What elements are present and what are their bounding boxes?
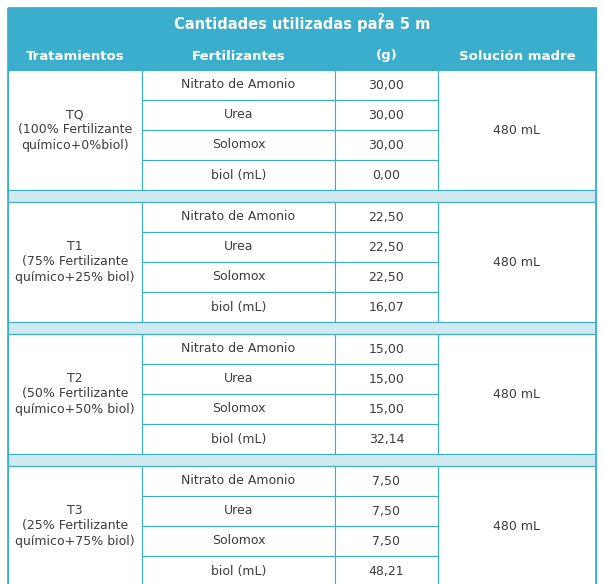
Text: Solomox: Solomox	[212, 402, 265, 415]
Text: 22,50: 22,50	[368, 270, 404, 283]
Bar	[142, 202, 335, 232]
Text: T1
(75% Fertilizante
químico+25% biol): T1 (75% Fertilizante químico+25% biol)	[15, 241, 135, 283]
Bar	[335, 496, 438, 526]
Bar	[8, 334, 142, 454]
Text: biol (mL): biol (mL)	[211, 169, 266, 182]
Text: Nitrato de Amonio: Nitrato de Amonio	[181, 474, 295, 488]
Text: 7,50: 7,50	[373, 505, 400, 517]
Text: (g): (g)	[376, 50, 397, 62]
Bar	[142, 364, 335, 394]
Bar	[142, 334, 335, 364]
Bar	[438, 202, 596, 322]
Bar	[335, 100, 438, 130]
Bar	[8, 190, 596, 202]
Text: biol (mL): biol (mL)	[211, 565, 266, 578]
Text: Urea: Urea	[223, 373, 253, 385]
Bar	[335, 202, 438, 232]
Bar	[142, 556, 335, 584]
Bar	[142, 100, 335, 130]
Bar	[335, 556, 438, 584]
Bar	[8, 70, 142, 190]
Bar	[8, 202, 142, 322]
Bar	[8, 454, 596, 466]
Text: biol (mL): biol (mL)	[211, 301, 266, 314]
Bar	[142, 232, 335, 262]
Text: Solomox: Solomox	[212, 270, 265, 283]
Text: 30,00: 30,00	[368, 109, 404, 121]
Bar	[142, 262, 335, 292]
Text: biol (mL): biol (mL)	[211, 433, 266, 446]
Bar	[142, 394, 335, 424]
Bar	[142, 496, 335, 526]
Bar	[438, 70, 596, 190]
Bar	[335, 160, 438, 190]
Bar	[335, 232, 438, 262]
Text: 7,50: 7,50	[373, 534, 400, 548]
Bar	[142, 526, 335, 556]
Text: 7,50: 7,50	[373, 474, 400, 488]
Bar	[8, 8, 596, 42]
Text: Urea: Urea	[223, 241, 253, 253]
Text: 22,50: 22,50	[368, 241, 404, 253]
Bar	[335, 130, 438, 160]
Bar	[335, 262, 438, 292]
Bar	[335, 334, 438, 364]
Text: Urea: Urea	[223, 109, 253, 121]
Text: 0,00: 0,00	[373, 169, 400, 182]
Bar	[142, 292, 335, 322]
Bar	[8, 466, 142, 584]
Text: 48,21: 48,21	[368, 565, 404, 578]
Text: Fertilizantes: Fertilizantes	[191, 50, 285, 62]
Bar	[8, 42, 142, 70]
Text: 480 mL: 480 mL	[493, 388, 541, 401]
Text: 15,00: 15,00	[368, 402, 404, 415]
Text: Nitrato de Amonio: Nitrato de Amonio	[181, 210, 295, 224]
Bar	[438, 334, 596, 454]
Bar	[8, 322, 596, 334]
Text: 22,50: 22,50	[368, 210, 404, 224]
Text: 2: 2	[378, 13, 384, 23]
Text: TQ
(100% Fertilizante
químico+0%biol): TQ (100% Fertilizante químico+0%biol)	[18, 109, 132, 151]
Text: 15,00: 15,00	[368, 373, 404, 385]
Text: Solomox: Solomox	[212, 534, 265, 548]
Text: 480 mL: 480 mL	[493, 520, 541, 533]
Bar	[438, 42, 596, 70]
Bar	[142, 70, 335, 100]
Text: 15,00: 15,00	[368, 342, 404, 356]
Bar	[335, 424, 438, 454]
Text: 480 mL: 480 mL	[493, 256, 541, 269]
Bar	[142, 466, 335, 496]
Text: Cantidades utilizadas para 5 m: Cantidades utilizadas para 5 m	[174, 18, 430, 33]
Bar	[142, 130, 335, 160]
Text: Urea: Urea	[223, 505, 253, 517]
Text: Solución madre: Solución madre	[458, 50, 575, 62]
Text: T2
(50% Fertilizante
químico+50% biol): T2 (50% Fertilizante químico+50% biol)	[15, 373, 135, 415]
Bar	[335, 70, 438, 100]
Text: Nitrato de Amonio: Nitrato de Amonio	[181, 342, 295, 356]
Bar	[335, 466, 438, 496]
Text: 16,07: 16,07	[368, 301, 404, 314]
Bar	[438, 466, 596, 584]
Text: Tratamientos: Tratamientos	[26, 50, 124, 62]
Text: 480 mL: 480 mL	[493, 123, 541, 137]
Bar	[335, 292, 438, 322]
Text: Solomox: Solomox	[212, 138, 265, 151]
Bar	[335, 394, 438, 424]
Bar	[142, 160, 335, 190]
Bar	[335, 42, 438, 70]
Text: 30,00: 30,00	[368, 78, 404, 92]
Bar	[142, 424, 335, 454]
Text: 32,14: 32,14	[368, 433, 404, 446]
Text: Nitrato de Amonio: Nitrato de Amonio	[181, 78, 295, 92]
Bar	[335, 364, 438, 394]
Text: T3
(25% Fertilizante
químico+75% biol): T3 (25% Fertilizante químico+75% biol)	[15, 505, 135, 548]
Text: 30,00: 30,00	[368, 138, 404, 151]
Bar	[335, 526, 438, 556]
Bar	[142, 42, 335, 70]
